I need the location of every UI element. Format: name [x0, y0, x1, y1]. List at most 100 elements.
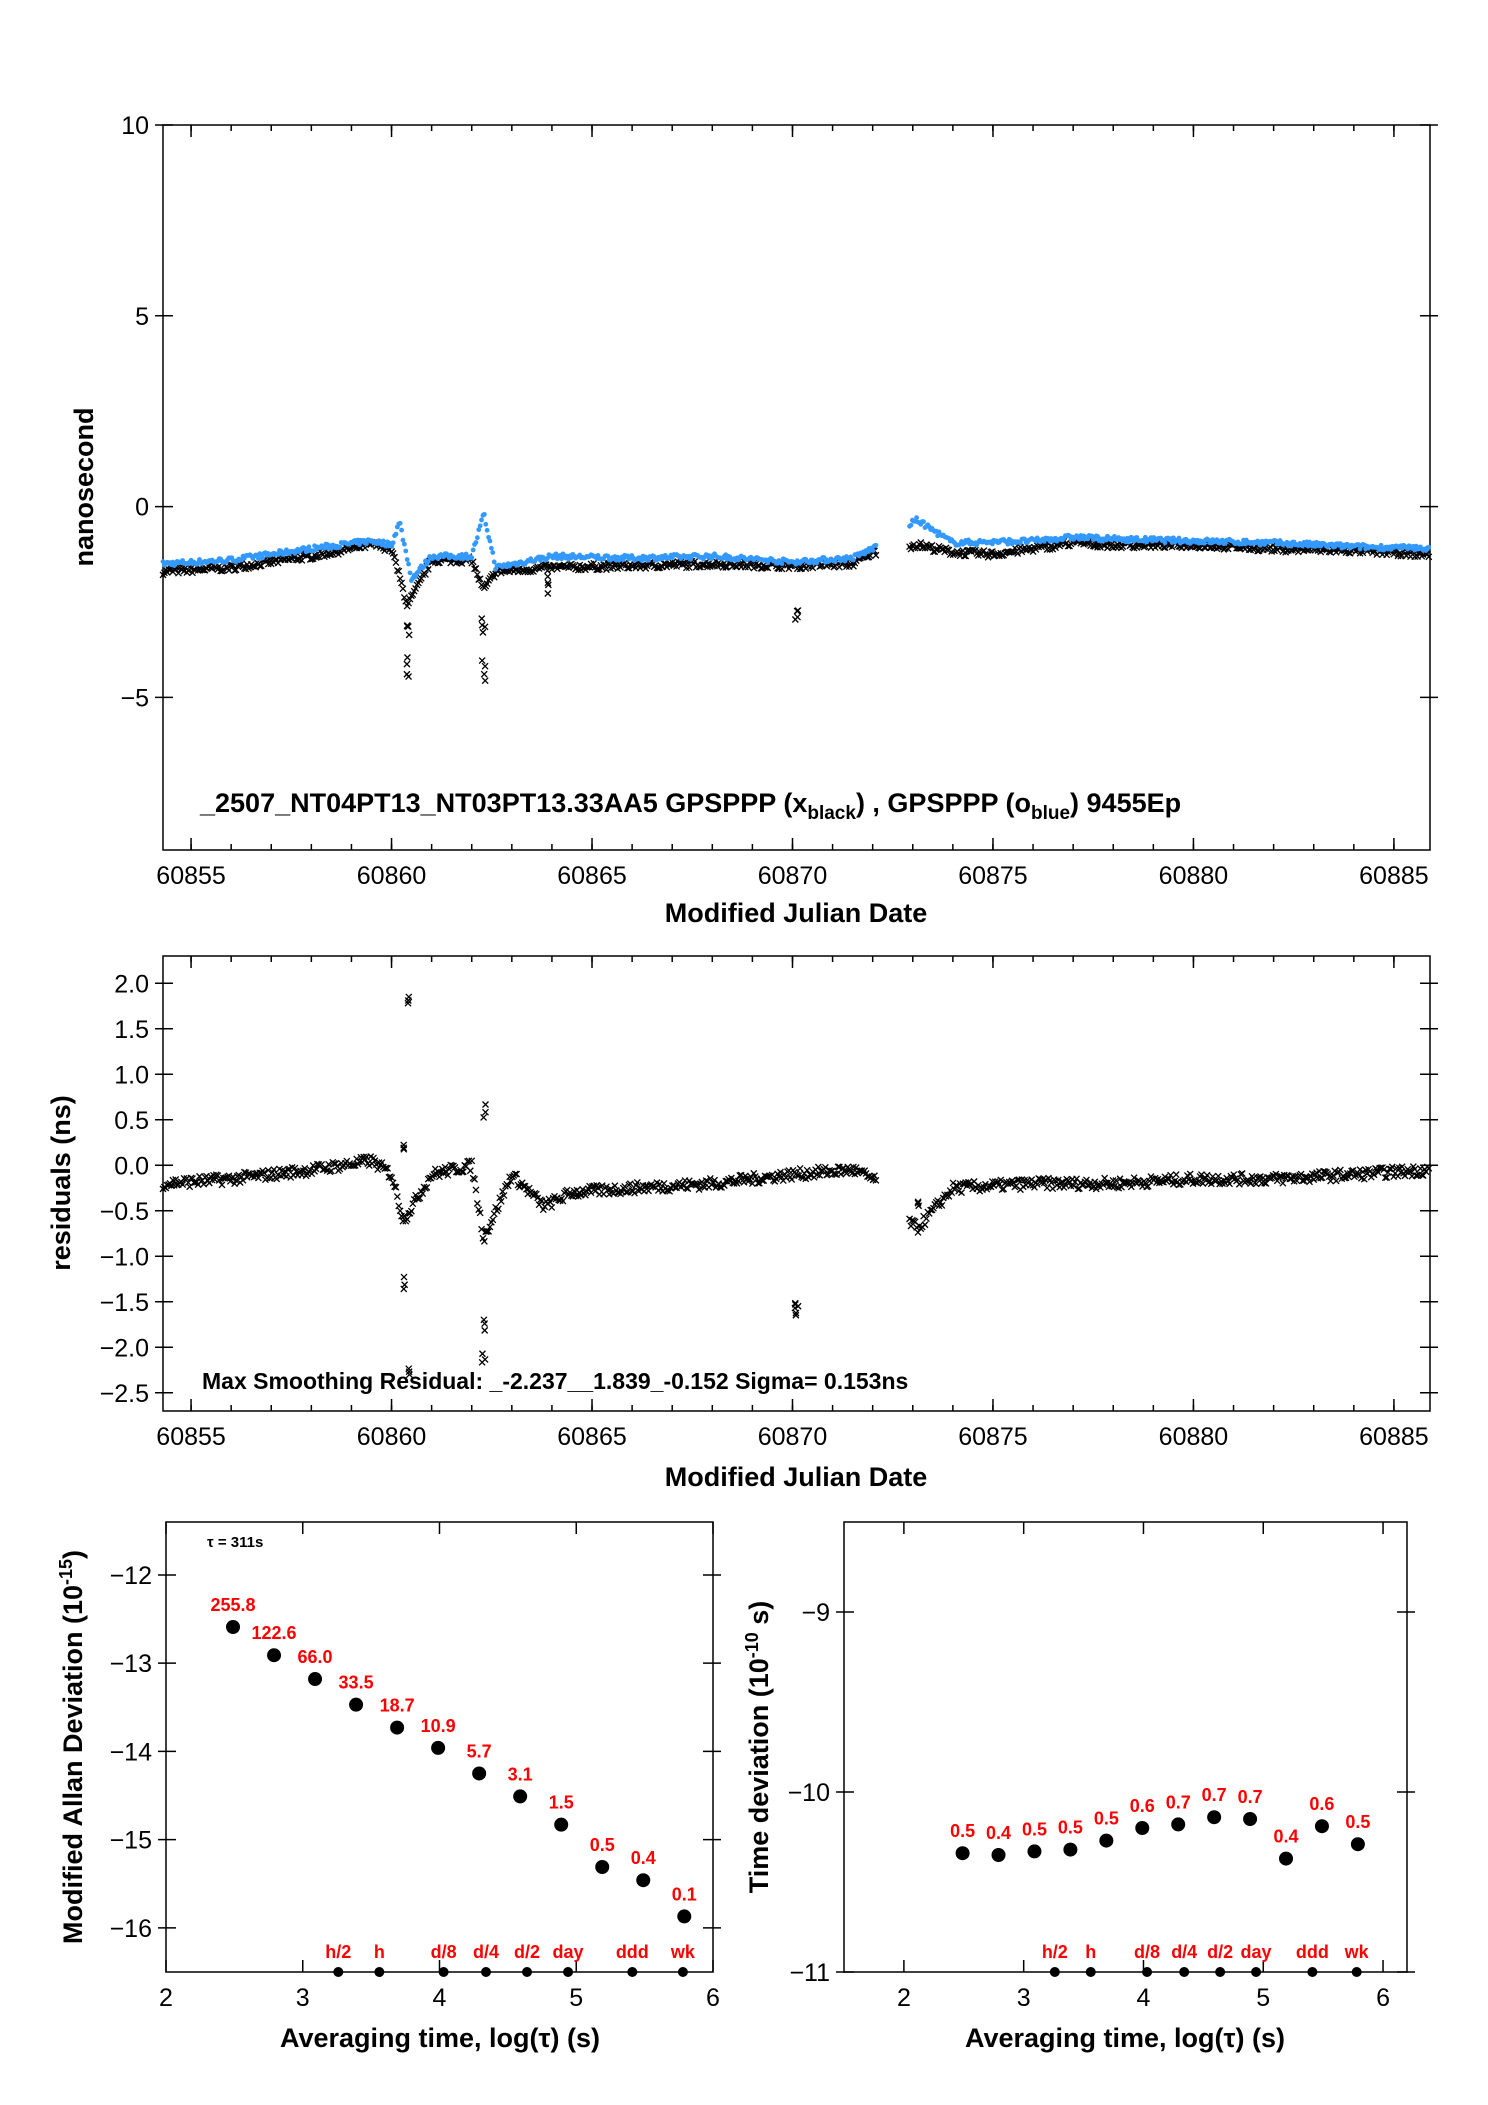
black-x-mark	[842, 563, 850, 570]
panel3-points: 255.8 122.666.0 33.5 18.7 10.9 5.7 3.1 1.5 0.5 0.…	[210, 1595, 697, 1977]
outlier-mark	[482, 1101, 489, 1108]
panel4-ylabel: Time deviation (10-10 s)	[742, 1601, 774, 1894]
outlier-mark	[400, 1144, 408, 1152]
y-tick-label: −12	[110, 1562, 152, 1590]
x-tick-label: 60865	[557, 862, 627, 890]
residual-x-mark	[1279, 1179, 1287, 1187]
black-x-mark	[256, 562, 264, 570]
residual-x-mark	[1033, 1180, 1041, 1188]
interval-label: d/2	[1207, 1942, 1233, 1962]
panel1-annotation: _2507_NT04PT13_NT03PT13.33AA5 GPSPPP (xb…	[199, 788, 1181, 824]
residual-x-mark	[1306, 1178, 1313, 1186]
residual-x-mark	[254, 1174, 262, 1182]
panel-time-deviation: 2 3 4 5 6−9−10−11 0.5 0.4 0.5 0.5 0.50.6 0.7 0.7 0.…	[742, 1521, 1415, 2053]
residual-x-mark	[301, 1164, 309, 1172]
deviation-point	[431, 1740, 446, 1755]
black-x-mark	[732, 562, 740, 570]
black-x-mark	[1425, 553, 1433, 561]
x-tick-label: 60870	[758, 1423, 828, 1451]
panel2-ylabel: residuals (ns)	[46, 1095, 76, 1271]
residual-x-mark	[546, 1198, 554, 1206]
interval-label: d/8	[1134, 1942, 1160, 1962]
residual-x-mark	[1360, 1175, 1368, 1183]
residual-x-mark	[388, 1174, 396, 1182]
black-x-mark	[174, 569, 182, 577]
blue-o-mark	[1288, 543, 1294, 549]
residual-x-mark	[458, 1168, 466, 1176]
residual-x-mark	[1226, 1180, 1233, 1188]
interval-label: ddd	[1296, 1942, 1329, 1962]
interval-marker	[522, 1967, 533, 1977]
outlier-mark	[400, 1273, 408, 1281]
deviation-point	[1314, 1819, 1329, 1834]
blue-o-mark	[1378, 542, 1384, 548]
residual-x-mark	[444, 1171, 452, 1179]
black-x-mark	[602, 566, 610, 574]
residual-x-mark	[727, 1174, 735, 1182]
x-tick-label: 2	[897, 1984, 911, 2012]
residual-x-mark	[622, 1188, 630, 1196]
residual-x-mark	[273, 1175, 281, 1183]
panel1-frame	[162, 124, 1431, 851]
residual-x-mark	[788, 1175, 796, 1183]
x-tick-label: 60875	[958, 862, 1028, 890]
residual-x-mark	[624, 1188, 631, 1196]
residual-x-mark	[1214, 1172, 1222, 1180]
black-x-mark	[396, 575, 404, 583]
residual-x-mark	[840, 1164, 848, 1172]
panel4-ylabel-main: Time deviation (10	[744, 1658, 774, 1893]
residual-x-mark	[1349, 1166, 1357, 1174]
x-tick-label: 60860	[357, 1423, 427, 1451]
black-x-mark	[980, 547, 988, 555]
residual-x-mark	[621, 1182, 629, 1190]
residual-x-mark	[416, 1194, 424, 1202]
outlier-mark	[482, 1108, 489, 1116]
blue-o-mark	[474, 535, 480, 541]
blue-o-mark	[364, 541, 369, 547]
blue-o-mark	[284, 547, 289, 553]
residual-x-mark	[793, 1171, 801, 1179]
blue-o-mark	[873, 542, 879, 548]
panel1-annotation-end: ) 9455Ep	[1070, 788, 1181, 818]
residual-x-mark	[382, 1164, 390, 1172]
residual-x-mark	[325, 1160, 333, 1168]
deviation-point	[1063, 1842, 1078, 1857]
blue-o-mark	[413, 574, 418, 580]
interval-marker	[1142, 1967, 1153, 1977]
residual-x-mark	[1061, 1181, 1069, 1189]
interval-label: h/2	[325, 1942, 351, 1962]
y-tick-label: −13	[110, 1650, 152, 1678]
blue-o-mark	[488, 545, 494, 551]
outlier-mark	[405, 1371, 413, 1379]
black-x-mark	[664, 561, 672, 569]
residual-x-mark	[430, 1170, 438, 1178]
panel3-xlabel: Averaging time, log(τ) (s)	[280, 2023, 600, 2053]
blue-o-mark	[851, 557, 856, 563]
y-tick-label: −1.0	[100, 1243, 149, 1271]
residual-x-mark	[1103, 1179, 1111, 1187]
black-x-mark	[778, 565, 786, 573]
panel3-ylabel-main: Modified Allan Deviation (10	[58, 1585, 88, 1944]
interval-marker	[563, 1967, 574, 1977]
residual-x-mark	[374, 1166, 382, 1174]
interval-label: d/8	[431, 1942, 457, 1962]
y-tick-label: 1.5	[114, 1016, 149, 1044]
point-label: 0.5	[1094, 1809, 1119, 1829]
y-tick-label: −0.5	[100, 1198, 149, 1226]
point-label: 0.5	[950, 1821, 975, 1841]
blue-o-mark	[407, 570, 413, 576]
panel1-annotation-main: _2507_NT04PT13_NT03PT13.33AA5 GPSPPP (x	[199, 788, 807, 818]
residual-x-mark	[1070, 1182, 1078, 1190]
interval-label: h/2	[1042, 1942, 1068, 1962]
point-label: 0.6	[1130, 1796, 1155, 1816]
residual-x-mark	[471, 1175, 478, 1183]
residual-x-mark	[393, 1193, 401, 1200]
y-tick-label: −9	[801, 1599, 830, 1627]
blue-o-mark	[921, 519, 927, 525]
deviation-point	[1099, 1833, 1114, 1848]
black-x-mark	[1168, 543, 1176, 551]
outlier-mark	[405, 993, 413, 1001]
interval-label: d/2	[514, 1942, 540, 1962]
interval-marker	[1049, 1967, 1060, 1977]
